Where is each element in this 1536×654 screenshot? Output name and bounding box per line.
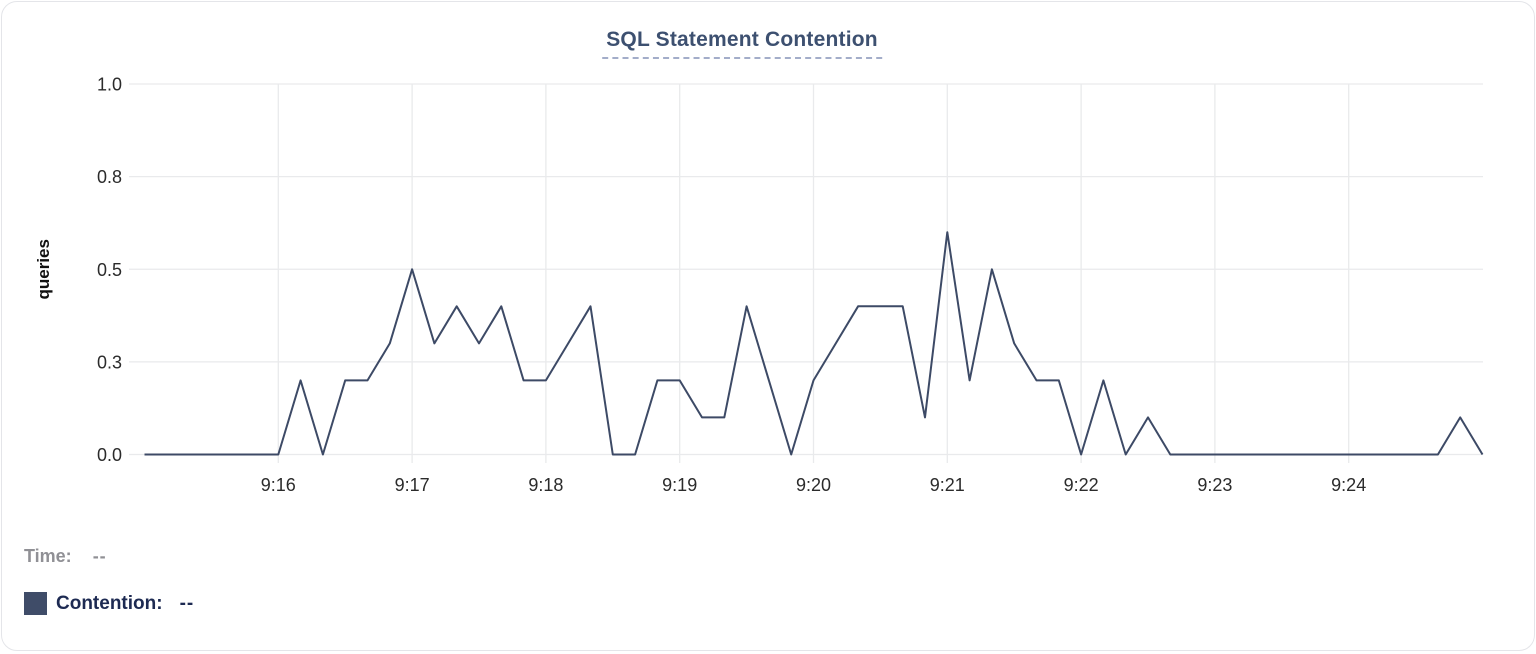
x-tick-label: 9:23 <box>1197 475 1232 495</box>
legend-time-row: Time: -- <box>24 546 107 567</box>
legend-time-value: -- <box>93 546 107 567</box>
y-tick-label: 1.0 <box>97 75 122 95</box>
contention-swatch-icon <box>24 592 47 615</box>
x-tick-label: 9:17 <box>395 475 430 495</box>
x-tick-label: 9:20 <box>796 475 831 495</box>
x-tick-label: 9:22 <box>1064 475 1099 495</box>
x-tick-label: 9:21 <box>930 475 965 495</box>
y-tick-label: 0.5 <box>97 260 122 280</box>
x-tick-label: 9:18 <box>528 475 563 495</box>
x-tick-label: 9:19 <box>662 475 697 495</box>
y-tick-label: 0.0 <box>97 445 122 465</box>
legend-contention-label: Contention: <box>56 593 163 615</box>
legend-time-label: Time: <box>24 546 72 567</box>
x-tick-label: 9:24 <box>1331 475 1366 495</box>
y-tick-label: 0.8 <box>97 167 122 187</box>
x-tick-label: 9:16 <box>261 475 296 495</box>
y-axis-title: queries <box>34 239 53 299</box>
legend-contention-value: -- <box>180 593 195 615</box>
legend-contention-row[interactable]: Contention: -- <box>24 592 194 615</box>
y-tick-label: 0.3 <box>97 352 122 372</box>
